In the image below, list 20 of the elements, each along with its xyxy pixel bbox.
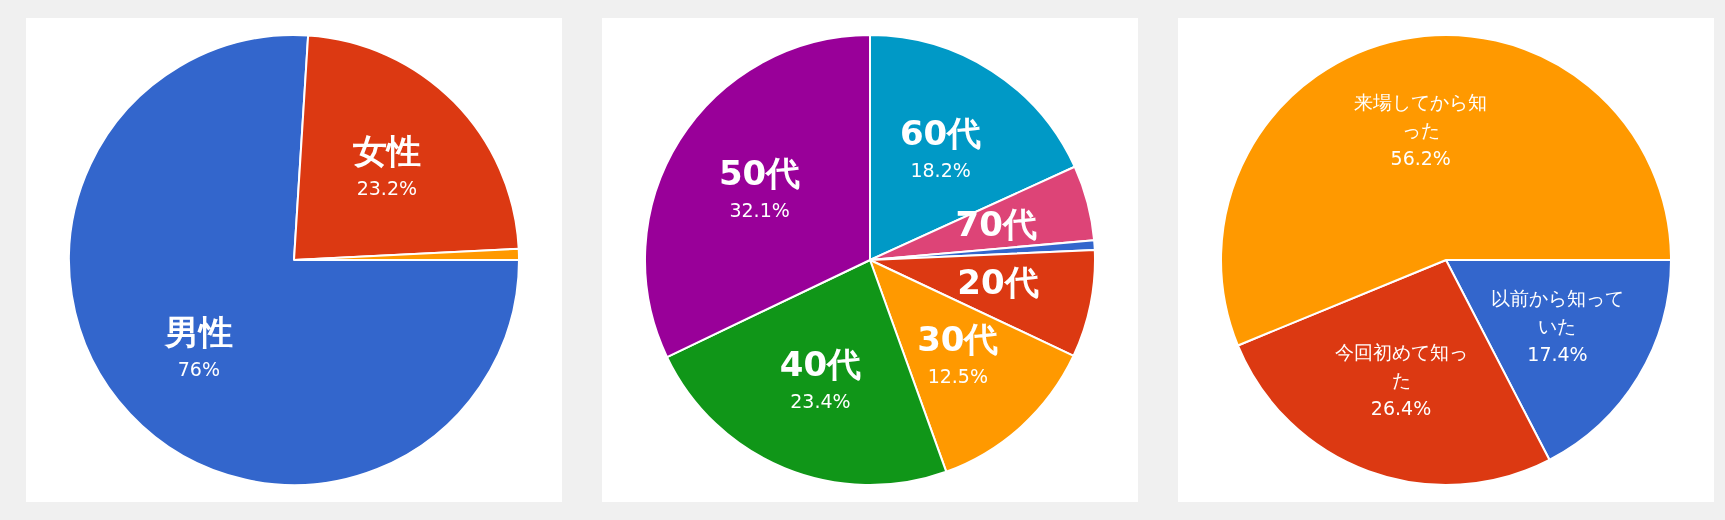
- data-label: 18.2%: [910, 159, 971, 182]
- slice-label: 50代: [718, 153, 801, 194]
- slice-label: 以前から知っていた: [1490, 286, 1624, 337]
- slice-label: 60代: [899, 113, 982, 154]
- data-label: 76%: [177, 358, 220, 381]
- slice-label: 来場してから知った: [1354, 90, 1488, 141]
- data-label: 56.2%: [1390, 146, 1451, 169]
- data-label: 32.1%: [729, 199, 790, 222]
- slice-label: 30代: [917, 319, 999, 360]
- slice-label: 男性: [163, 312, 233, 353]
- data-label: 23.2%: [356, 177, 418, 200]
- data-label: 12.5%: [927, 365, 989, 388]
- slice-label: 今回初めて知った: [1334, 341, 1468, 392]
- data-label: 23.4%: [790, 389, 851, 412]
- slice-label: 70代: [955, 203, 1037, 244]
- data-label: 17.4%: [1527, 342, 1588, 365]
- slice-label: 40代: [779, 343, 862, 384]
- data-label: 26.4%: [1370, 397, 1432, 420]
- slice-label: 20代: [957, 262, 1039, 303]
- slice-label: 女性: [351, 131, 421, 172]
